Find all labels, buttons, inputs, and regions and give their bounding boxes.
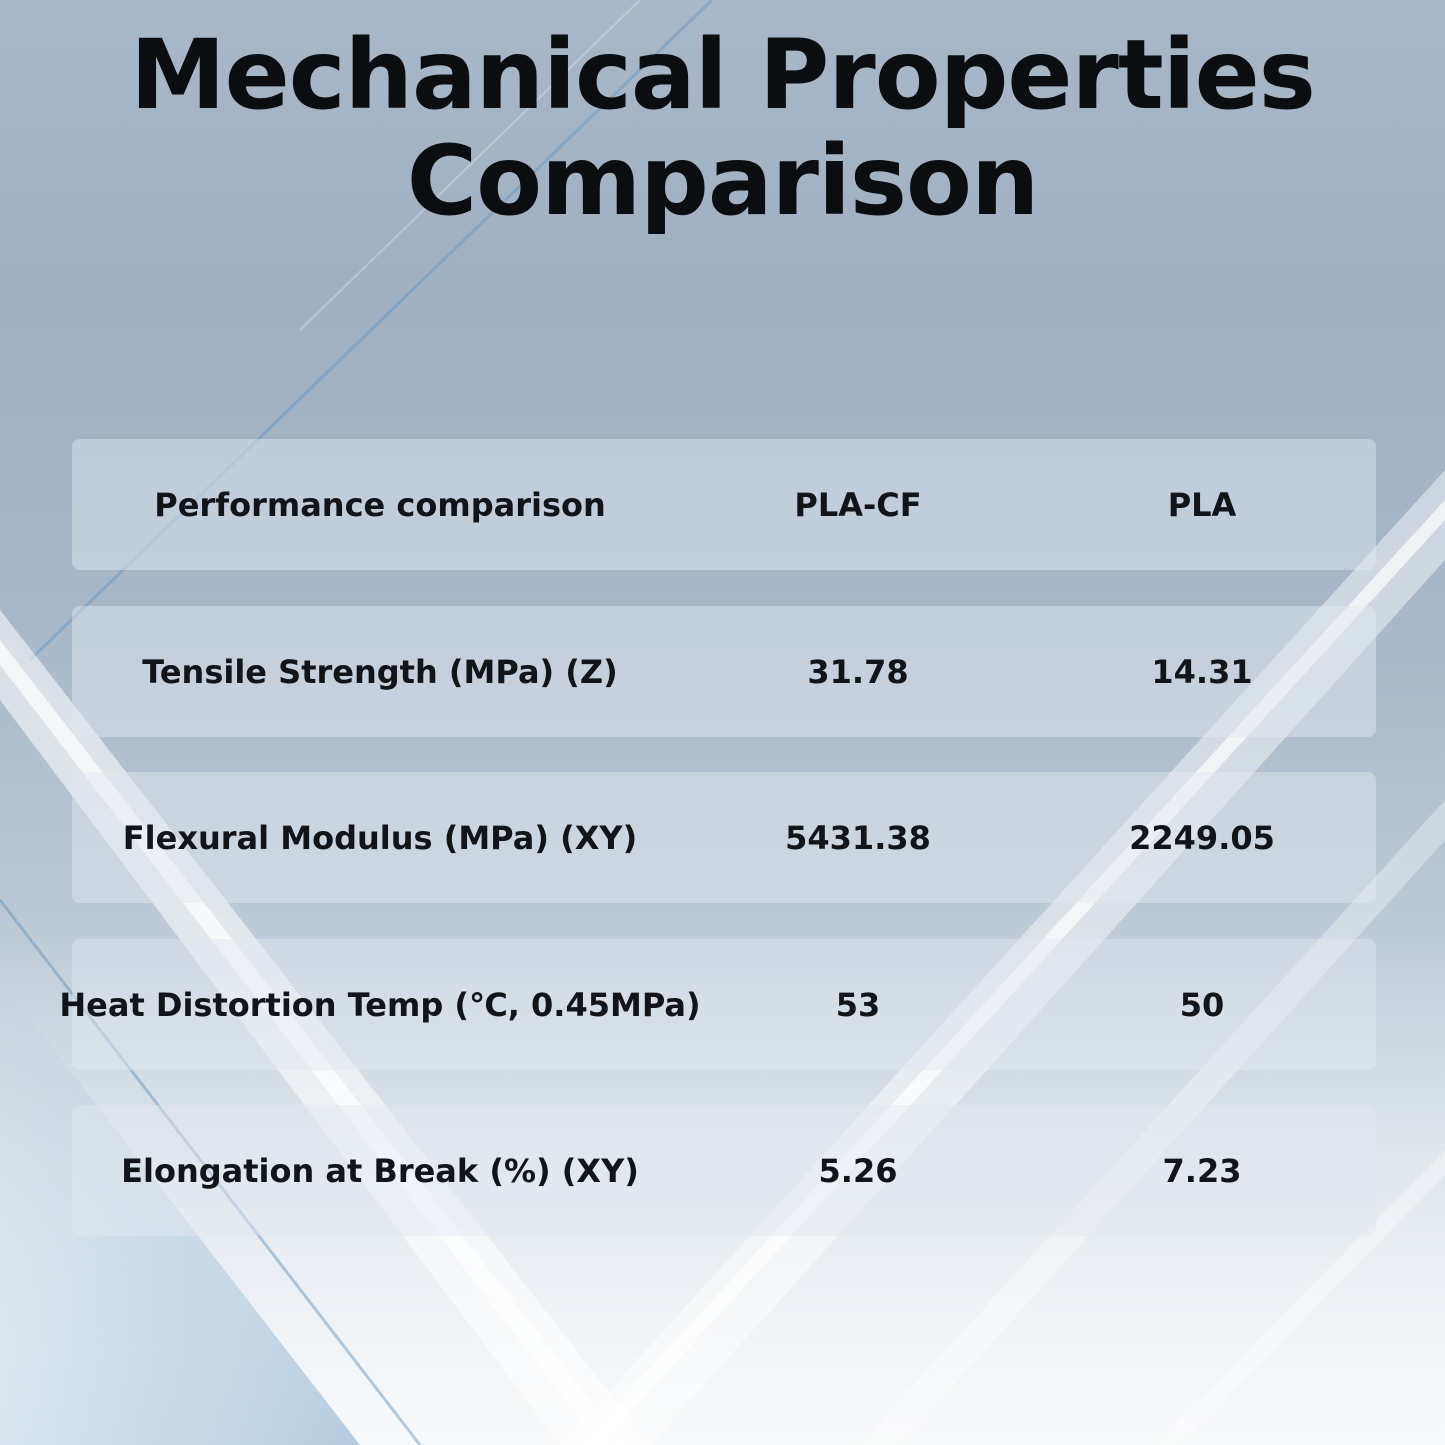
pla-cf-value: 5431.38: [785, 818, 931, 857]
property-name: Heat Distortion Temp (℃, 0.45MPa): [59, 985, 701, 1024]
pla-value: 50: [1179, 985, 1225, 1024]
header-pla: PLA: [1167, 485, 1237, 524]
pla-value: 2249.05: [1129, 818, 1275, 857]
table-row: Heat Distortion Temp (℃, 0.45MPa) 53 50: [59, 939, 1376, 1070]
pla-value: 14.31: [1151, 652, 1253, 691]
pla-value: 7.23: [1162, 1151, 1242, 1190]
title-line-1: Mechanical Properties: [130, 19, 1316, 131]
table-row: Elongation at Break (%) (XY) 5.26 7.23: [72, 1105, 1376, 1236]
property-name: Flexural Modulus (MPa) (XY): [122, 818, 638, 857]
page-title: Mechanical Properties Comparison: [0, 22, 1445, 234]
title-line-2: Comparison: [406, 125, 1040, 237]
table-row: Tensile Strength (MPa) (Z) 31.78 14.31: [72, 606, 1376, 737]
property-name: Tensile Strength (MPa) (Z): [142, 652, 618, 691]
table-header-row: Performance comparison PLA-CF PLA: [72, 439, 1376, 570]
pla-cf-value: 31.78: [807, 652, 909, 691]
header-property: Performance comparison: [154, 485, 606, 524]
property-name: Elongation at Break (%) (XY): [121, 1151, 639, 1190]
header-pla-cf: PLA-CF: [794, 485, 922, 524]
pla-cf-value: 5.26: [818, 1151, 898, 1190]
table-row: Flexural Modulus (MPa) (XY) 5431.38 2249…: [72, 772, 1376, 903]
pla-cf-value: 53: [835, 985, 881, 1024]
